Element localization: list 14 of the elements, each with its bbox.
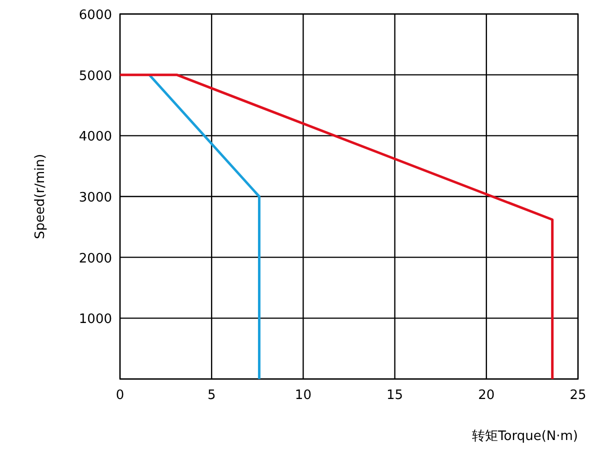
- x-axis-title: 转矩Torque(N·m): [472, 429, 578, 444]
- x-tick-label: 25: [570, 388, 586, 403]
- y-tick-label: 3000: [78, 190, 112, 206]
- y-tick-label: 4000: [78, 130, 112, 145]
- y-tick-label: 5000: [78, 68, 112, 84]
- y-tick-label: 1000: [78, 312, 112, 328]
- x-tick-label: 5: [207, 388, 216, 403]
- y-tick-label: 6000: [78, 8, 112, 23]
- x-tick-label: 15: [386, 388, 404, 403]
- x-tick-label: 0: [116, 388, 124, 403]
- y-tick-label: 2000: [78, 251, 112, 266]
- y-axis-title: Speed(r/min): [33, 154, 48, 240]
- x-tick-label: 10: [294, 388, 312, 403]
- x-tick-label: 20: [478, 388, 495, 403]
